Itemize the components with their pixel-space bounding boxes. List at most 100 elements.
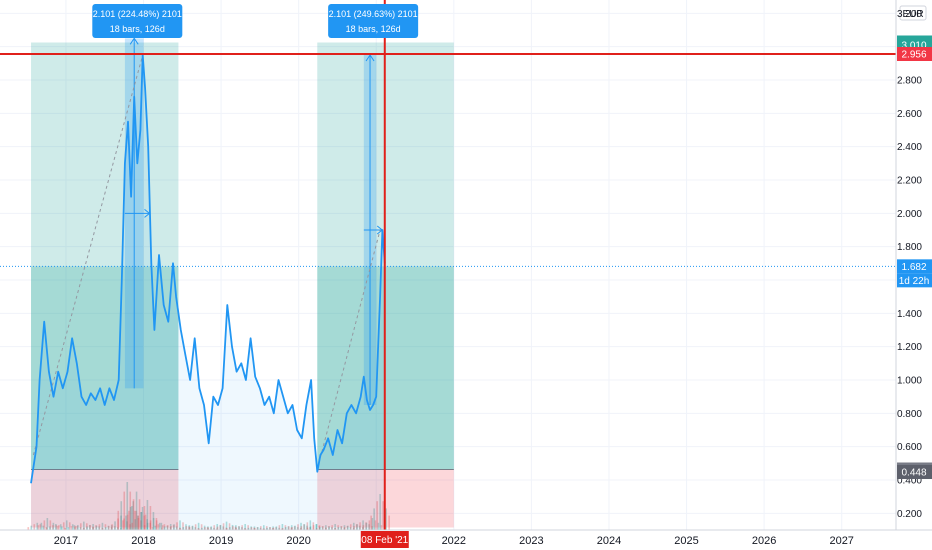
price-area-fill <box>31 55 385 530</box>
currency-box[interactable] <box>899 5 927 21</box>
y-tick-label: 2.400 <box>897 142 922 153</box>
volume-bar <box>55 525 58 530</box>
volume-bar <box>352 528 355 530</box>
measure-tools[interactable] <box>32 37 384 464</box>
time-axis[interactable]: 2017201820192020202120222023202420252026… <box>0 529 932 548</box>
volume-bar <box>373 508 375 530</box>
volume-bar <box>70 526 73 530</box>
volume-bar <box>132 499 135 530</box>
volume-bar <box>219 524 222 530</box>
volume-bar <box>62 522 65 530</box>
volume-bar <box>334 524 336 530</box>
volume-bar <box>325 525 327 530</box>
volume-bar <box>229 527 231 530</box>
price-badge-box <box>897 259 932 274</box>
volume-bar <box>291 527 293 530</box>
volume-bar <box>191 525 194 530</box>
volume-bar <box>143 515 146 530</box>
volume-bar <box>328 526 330 530</box>
volume-bar <box>125 515 127 530</box>
volume-bar <box>101 522 104 530</box>
volume-bar <box>79 527 82 530</box>
price-area <box>31 55 385 530</box>
volume-bar <box>166 525 169 530</box>
volume-bar <box>343 525 346 530</box>
volume-bar <box>382 501 384 530</box>
volume-bar <box>179 520 181 530</box>
volume-bar <box>182 522 184 530</box>
volume-bar <box>46 527 48 530</box>
volume-bar <box>232 526 234 530</box>
volume-bar <box>371 526 373 530</box>
volume-bar <box>206 527 209 530</box>
volume-bar <box>300 522 302 530</box>
volume-bar <box>244 528 246 530</box>
volume-bar <box>263 528 265 530</box>
volume-bar <box>77 524 79 530</box>
volume-bar <box>269 527 271 530</box>
volume-bar <box>43 520 46 530</box>
volume-bar <box>259 526 262 530</box>
volume-bar <box>222 526 225 530</box>
volume-bar <box>56 526 59 530</box>
volume-bar <box>188 527 191 530</box>
volume-bar <box>163 524 166 530</box>
volume-bar <box>128 510 130 530</box>
volume-bar <box>216 528 218 530</box>
price-badge-label: 3.010 <box>901 41 926 52</box>
volume-bar <box>303 524 305 530</box>
volume-bar <box>290 527 293 530</box>
volume-bar <box>388 515 390 530</box>
volume-bar <box>235 527 237 530</box>
volume-bar <box>160 522 163 530</box>
y-tick-label: 0.200 <box>897 509 922 520</box>
volume-bar <box>158 522 161 530</box>
volume-bar <box>290 525 293 530</box>
price-badge-label: 2.956 <box>901 50 926 61</box>
volume-bar <box>238 526 240 530</box>
volume-bar <box>188 525 191 530</box>
volume-bar <box>131 522 134 530</box>
volume-bar <box>141 506 144 530</box>
volume-bar <box>176 522 178 530</box>
volume-bar <box>86 526 88 530</box>
volume-bar <box>126 514 129 530</box>
volume-bar <box>225 521 228 530</box>
volume-bar <box>343 527 345 530</box>
volume-bar <box>146 500 149 530</box>
volume-bar <box>331 525 333 530</box>
volume-bar <box>98 524 101 530</box>
volume-bar <box>151 527 154 530</box>
volume-bar <box>49 526 51 530</box>
volume-bar <box>315 524 318 530</box>
price-line <box>0 54 896 484</box>
x-tick-label: 2022 <box>442 535 466 547</box>
volume-bar <box>213 525 216 530</box>
volume-bar <box>45 527 48 530</box>
x-tick-label: 2020 <box>286 535 310 547</box>
volume-bar <box>33 524 36 530</box>
volume-bar <box>49 520 52 530</box>
volume-bar <box>253 527 255 530</box>
volume-bar <box>362 525 365 530</box>
volume-bar <box>149 520 152 530</box>
volume-bar <box>241 525 243 530</box>
volume-bar <box>278 525 281 530</box>
volume-bar <box>253 526 256 530</box>
volume-bar <box>163 526 166 530</box>
volume-bar <box>306 525 308 530</box>
volume-bar <box>143 506 146 530</box>
volume-bar <box>293 526 296 530</box>
volume-bar <box>247 527 250 530</box>
countdown-box <box>897 273 932 288</box>
volume-bar <box>337 525 339 530</box>
volume-bar <box>140 512 143 530</box>
x-tick-label: 2017 <box>54 535 78 547</box>
volume-bar <box>37 525 40 530</box>
volume-bar <box>281 528 284 530</box>
volume-bar <box>303 524 306 530</box>
volume-bar <box>137 515 140 530</box>
volume-bar <box>107 525 110 530</box>
